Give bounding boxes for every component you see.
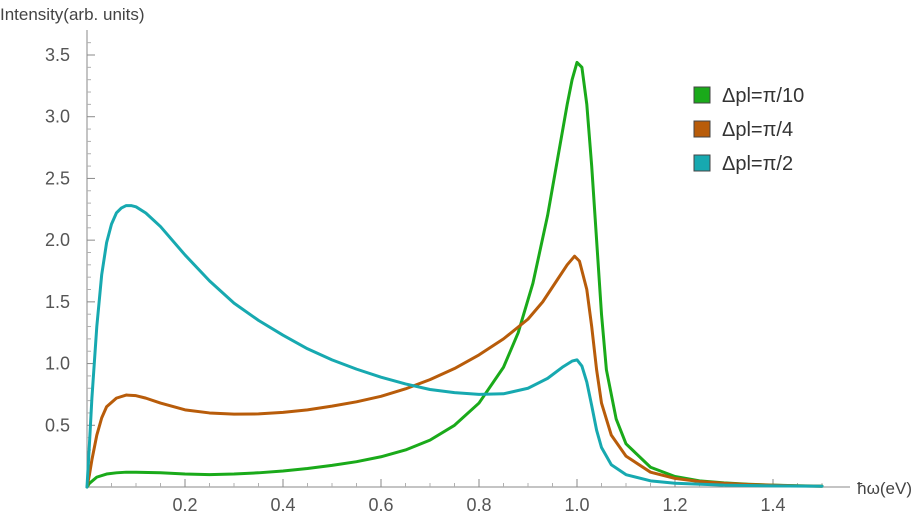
series-line-2 (85, 254, 824, 489)
x-tick-label: 0.4 (270, 495, 295, 515)
y-axis-title: Intensity(arb. units) (0, 5, 145, 24)
x-axis-title: ħω(eV) (857, 479, 912, 498)
axes: 0.2 0.4 0.6 0.8 1.0 1.2 1.4 0.5 1.0 1.5 2.0 2.5 3.0 3… (0, 5, 912, 515)
x-tick-label: 1.2 (662, 495, 687, 515)
y-tick-label: 3.0 (45, 107, 70, 127)
y-tick-label: 1.0 (45, 354, 70, 374)
legend-swatch-3 (693, 154, 711, 172)
x-tick-label: 0.8 (466, 495, 491, 515)
legend-swatch-2 (693, 120, 711, 138)
legend-swatch-1 (693, 86, 711, 104)
legend-label-3: Δpl=π/2 (722, 153, 793, 175)
series-line-1 (85, 60, 824, 489)
legend: Δpl=π/10 Δpl=π/4 Δpl=π/2 (693, 85, 804, 175)
y-tick-label: 2.5 (45, 168, 70, 188)
x-tick-label: 0.6 (368, 495, 393, 515)
plot-area (85, 60, 824, 489)
legend-label-2: Δpl=π/4 (722, 119, 793, 141)
y-tick-label: 2.0 (45, 230, 70, 250)
y-tick-label: 0.5 (45, 415, 70, 435)
legend-label-1: Δpl=π/10 (722, 85, 804, 107)
y-tick-label: 1.5 (45, 292, 70, 312)
x-tick-label: 0.2 (172, 495, 197, 515)
x-tick-label: 1.0 (564, 495, 589, 515)
x-tick-label: 1.4 (760, 495, 785, 515)
y-tick-label: 3.5 (45, 45, 70, 65)
series-line-3 (85, 204, 824, 489)
